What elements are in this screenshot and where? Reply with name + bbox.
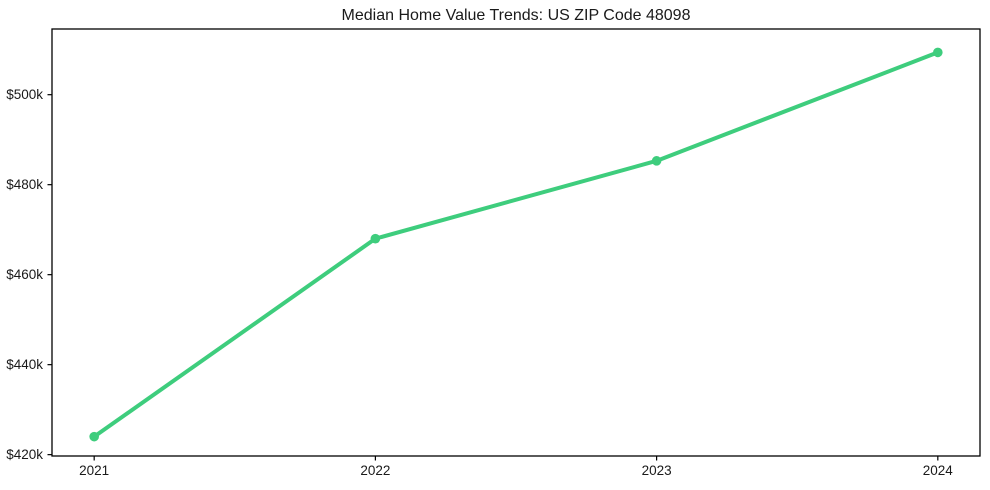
plot-spines: [51, 28, 981, 457]
data-point-marker: [370, 233, 381, 244]
x-tick-label: 2023: [642, 463, 672, 478]
y-tick-label: $460k: [6, 267, 43, 282]
trend-line: [92, 50, 940, 439]
x-tick-label: 2022: [360, 463, 390, 478]
x-tick-label: 2021: [79, 463, 109, 478]
chart-title: Median Home Value Trends: US ZIP Code 48…: [341, 7, 691, 24]
x-tick-label: 2024: [923, 463, 954, 478]
data-point-marker: [89, 431, 99, 442]
data-point-marker: [933, 47, 943, 58]
y-tick-label: $440k: [6, 357, 43, 372]
y-tick-label: $480k: [6, 177, 43, 192]
y-tick-label: $420k: [6, 447, 43, 462]
y-tick-label: $500k: [6, 87, 43, 102]
data-point-marker: [651, 156, 662, 166]
